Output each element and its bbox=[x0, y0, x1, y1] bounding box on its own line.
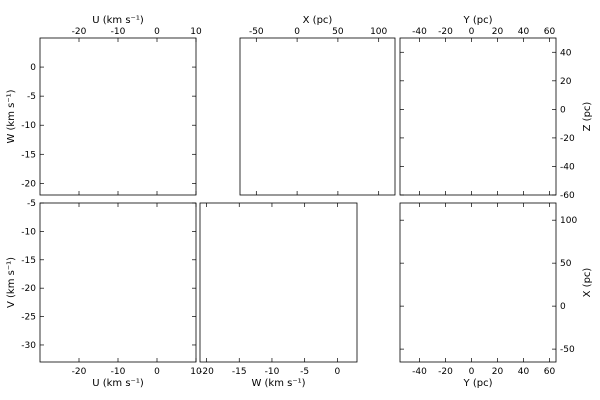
x-tick-label: -10 bbox=[265, 367, 280, 377]
panel-yx: -40 -20 0 20 40 60 100 50 0 -50 Y (pc) X (pc) bbox=[399, 202, 593, 389]
x-tick-label: 10 bbox=[190, 27, 202, 37]
x-tick-label: 10 bbox=[190, 367, 202, 377]
y-tick-label: -20 bbox=[21, 284, 36, 294]
y-tick-label: 20 bbox=[560, 77, 572, 87]
x-tick-label: 20 bbox=[492, 367, 504, 377]
x-tick-label: 0 bbox=[469, 367, 475, 377]
y-tick-label: -10 bbox=[21, 121, 36, 131]
y-tick-label: -30 bbox=[21, 341, 36, 351]
y-axis-label: Z (pc) bbox=[582, 102, 593, 132]
x-axis-label: X (pc) bbox=[303, 15, 333, 26]
x-tick-label: 40 bbox=[518, 367, 530, 377]
y-tick-label: -40 bbox=[560, 162, 575, 172]
y-tick-label: -20 bbox=[560, 134, 575, 144]
plot-frame bbox=[39, 202, 197, 363]
x-axis-label: Y (pc) bbox=[463, 15, 493, 26]
y-tick-label: 40 bbox=[560, 48, 572, 58]
x-tick-label: 40 bbox=[518, 27, 530, 37]
x-tick-label: 0 bbox=[154, 367, 160, 377]
y-tick-label: -15 bbox=[21, 256, 36, 266]
x-tick-label: 0 bbox=[335, 367, 341, 377]
panel-yz: -40 -20 0 20 40 60 40 20 0 -20 -40 -60 Y (pc) Z (pc) bbox=[399, 15, 593, 201]
x-tick-label: -20 bbox=[438, 367, 453, 377]
x-tick-label: -20 bbox=[72, 27, 87, 37]
x-tick-label: 60 bbox=[544, 27, 556, 37]
y-tick-label: -5 bbox=[27, 199, 36, 209]
y-tick-label: 0 bbox=[560, 105, 566, 115]
panel-wv: -20 -15 -10 -5 0 W (km s⁻¹) bbox=[199, 202, 358, 389]
x-tick-label: -20 bbox=[199, 367, 214, 377]
y-tick-label: -15 bbox=[21, 150, 36, 160]
plot-frame bbox=[199, 202, 358, 363]
y-tick-label: -20 bbox=[21, 179, 36, 189]
x-tick-label: -10 bbox=[111, 27, 126, 37]
y-axis-label: X (pc) bbox=[582, 268, 593, 298]
y-tick-label: -10 bbox=[21, 227, 36, 237]
x-axis-label: Y (pc) bbox=[463, 378, 493, 389]
x-tick-label: -20 bbox=[438, 27, 453, 37]
x-tick-label: 50 bbox=[332, 27, 344, 37]
x-tick-label: 100 bbox=[370, 27, 387, 37]
y-tick-label: -25 bbox=[21, 313, 36, 323]
y-axis-label: V (km s⁻¹) bbox=[6, 257, 17, 308]
y-tick-label: -60 bbox=[560, 191, 575, 201]
x-tick-label: 0 bbox=[469, 27, 475, 37]
x-tick-label: 20 bbox=[492, 27, 504, 37]
x-axis-label: U (km s⁻¹) bbox=[92, 378, 144, 389]
y-axis-label: W (km s⁻¹) bbox=[6, 89, 17, 143]
x-axis-label: W (km s⁻¹) bbox=[251, 378, 305, 389]
x-tick-label: -20 bbox=[72, 367, 87, 377]
x-tick-label: -40 bbox=[412, 27, 427, 37]
x-tick-label: 60 bbox=[544, 367, 556, 377]
y-tick-label: 50 bbox=[560, 259, 572, 269]
x-tick-label: -40 bbox=[412, 367, 427, 377]
x-tick-label: -15 bbox=[232, 367, 247, 377]
y-tick-label: 0 bbox=[560, 302, 566, 312]
y-tick-label: 100 bbox=[560, 216, 577, 226]
plot-frame bbox=[239, 37, 396, 196]
y-tick-label: -50 bbox=[560, 345, 575, 355]
plot-frame bbox=[39, 37, 197, 196]
x-axis-label: U (km s⁻¹) bbox=[92, 15, 144, 26]
x-tick-label: 0 bbox=[154, 27, 160, 37]
panel-uw: -20 -10 0 10 0 -5 -10 -15 -20 U (km s⁻¹) W (km s⁻¹… bbox=[6, 15, 202, 196]
x-tick-label: 0 bbox=[294, 27, 300, 37]
plot-frame bbox=[399, 37, 557, 196]
plot-frame bbox=[399, 202, 557, 363]
y-tick-label: -5 bbox=[27, 92, 36, 102]
x-tick-label: -50 bbox=[249, 27, 264, 37]
panel-xz: -50 0 50 100 X (pc) bbox=[239, 15, 396, 196]
panel-uv: -20 -10 0 10 -5 -10 -15 -20 -25 -30 U (km s⁻¹) V (k… bbox=[6, 199, 202, 389]
x-tick-label: -5 bbox=[300, 367, 309, 377]
x-tick-label: -10 bbox=[111, 367, 126, 377]
y-tick-label: 0 bbox=[30, 63, 36, 73]
